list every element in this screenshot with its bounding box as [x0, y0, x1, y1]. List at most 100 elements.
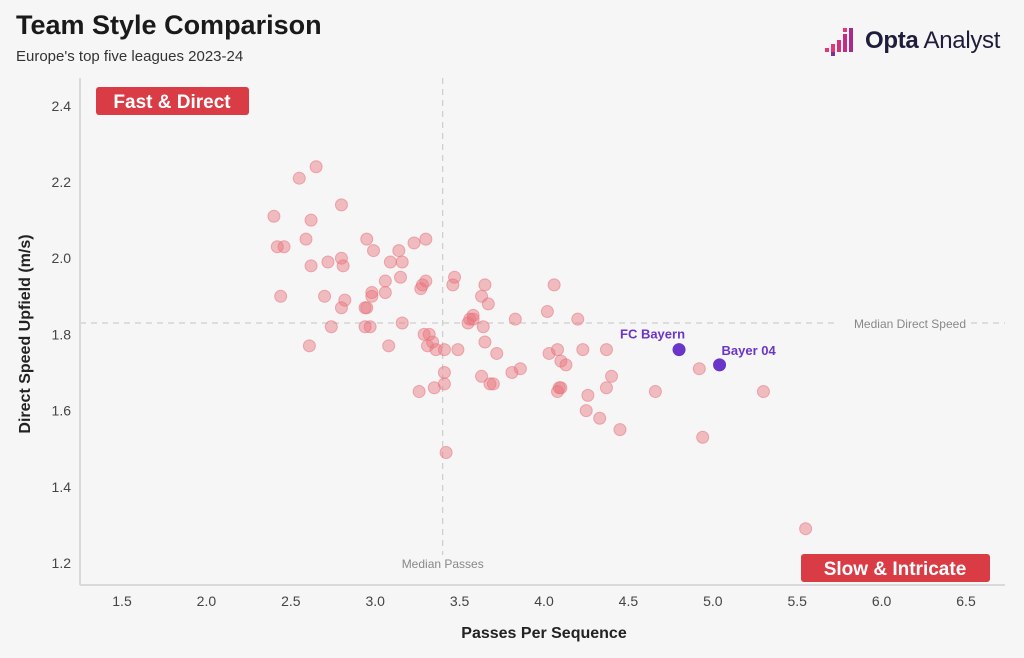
team-point — [696, 430, 710, 444]
team-point — [513, 362, 527, 376]
team-point — [483, 377, 497, 391]
team-point — [466, 312, 480, 326]
team-point — [426, 335, 440, 349]
team-point — [378, 285, 392, 299]
team-point — [334, 301, 348, 315]
team-point — [508, 312, 522, 326]
x-tick-label: 5.0 — [703, 593, 723, 609]
x-tick-label: 4.5 — [619, 593, 639, 609]
quadrant-label-slow-intricate: Slow & Intricate — [824, 559, 967, 580]
team-point — [334, 198, 348, 212]
team-point — [490, 346, 504, 360]
highlight-point — [713, 358, 727, 372]
x-tick-labels: 1.5 2.0 2.5 3.0 3.5 4.0 4.5 5.0 5.5 6.0 6.5 — [112, 593, 976, 609]
team-point — [338, 293, 352, 307]
team-point — [547, 278, 561, 292]
team-point — [648, 385, 662, 399]
team-point — [486, 377, 500, 391]
team-point — [799, 522, 813, 536]
team-point — [478, 335, 492, 349]
team-point — [309, 160, 323, 174]
team-point — [439, 446, 453, 460]
y-tick-label: 2.2 — [52, 174, 72, 190]
highlight-label: Bayer 04 — [722, 343, 777, 358]
team-point — [446, 278, 460, 292]
team-point — [451, 343, 465, 357]
y-tick-label: 1.2 — [52, 555, 72, 571]
team-point — [599, 343, 613, 357]
logo-brand: Opta — [865, 27, 919, 54]
x-axis-label: Passes Per Sequence — [461, 625, 627, 642]
team-point — [559, 358, 573, 372]
chart-title: Team Style Comparison — [16, 10, 322, 40]
x-tick-label: 6.0 — [872, 593, 892, 609]
team-point — [481, 297, 495, 311]
y-tick-label: 2.0 — [52, 250, 72, 266]
team-point — [304, 259, 318, 273]
team-point — [334, 251, 348, 265]
chart-subtitle: Europe's top five leagues 2023-24 — [16, 48, 244, 65]
team-point — [274, 289, 288, 303]
x-tick-label: 2.5 — [281, 593, 301, 609]
y-tick-label: 1.4 — [52, 479, 72, 495]
team-point — [299, 232, 313, 246]
team-point — [363, 320, 377, 334]
team-point — [593, 411, 607, 425]
team-point — [392, 244, 406, 258]
team-point — [358, 320, 372, 334]
team-point — [407, 236, 421, 250]
x-tick-label: 3.5 — [450, 593, 470, 609]
team-point — [302, 339, 316, 353]
team-point — [367, 244, 381, 258]
team-point — [581, 388, 595, 402]
team-point — [378, 274, 392, 288]
highlight-label: FC Bayern — [620, 327, 685, 342]
team-point — [437, 343, 451, 357]
team-point — [476, 320, 490, 334]
team-point — [692, 362, 706, 376]
team-point — [419, 274, 433, 288]
quadrant-label-fast-direct: Fast & Direct — [113, 92, 231, 113]
team-point — [395, 316, 409, 330]
team-point — [551, 385, 565, 399]
team-point — [365, 289, 379, 303]
team-point — [321, 255, 335, 269]
team-point — [505, 366, 519, 379]
x-tick-label: 4.0 — [534, 593, 554, 609]
team-point — [613, 423, 627, 437]
team-point — [395, 255, 409, 269]
team-point — [365, 285, 379, 299]
team-point — [437, 377, 451, 391]
team-point — [412, 385, 426, 399]
team-point — [324, 320, 338, 334]
team-point — [304, 213, 318, 227]
team-point — [382, 339, 396, 353]
team-point — [599, 381, 613, 395]
team-point — [277, 240, 291, 254]
team-point — [394, 270, 408, 284]
median-speed-label: Median Direct Speed — [854, 317, 966, 331]
team-point — [466, 308, 480, 322]
y-axis-label: Direct Speed Upfield (m/s) — [17, 234, 34, 433]
team-point — [437, 366, 451, 379]
opta-analyst-logo-icon — [825, 28, 853, 56]
x-tick-label: 2.0 — [197, 593, 217, 609]
x-tick-label: 5.5 — [787, 593, 807, 609]
team-point — [360, 301, 374, 315]
team-point — [360, 232, 374, 246]
team-point — [475, 369, 489, 383]
team-point — [267, 209, 281, 223]
team-point — [383, 255, 397, 269]
team-point — [270, 240, 284, 254]
quadrant-badge-top-left: Fast & Direct — [96, 87, 249, 115]
team-point — [448, 270, 462, 284]
y-tick-label: 1.8 — [52, 326, 72, 342]
x-tick-label: 3.0 — [365, 593, 385, 609]
y-tick-label: 2.4 — [52, 98, 72, 114]
highlight-point — [672, 343, 686, 357]
x-tick-label: 1.5 — [112, 593, 132, 609]
x-tick-label: 6.5 — [956, 593, 976, 609]
team-point — [576, 343, 590, 357]
quadrant-badge-bottom-right: Slow & Intricate — [801, 554, 990, 582]
